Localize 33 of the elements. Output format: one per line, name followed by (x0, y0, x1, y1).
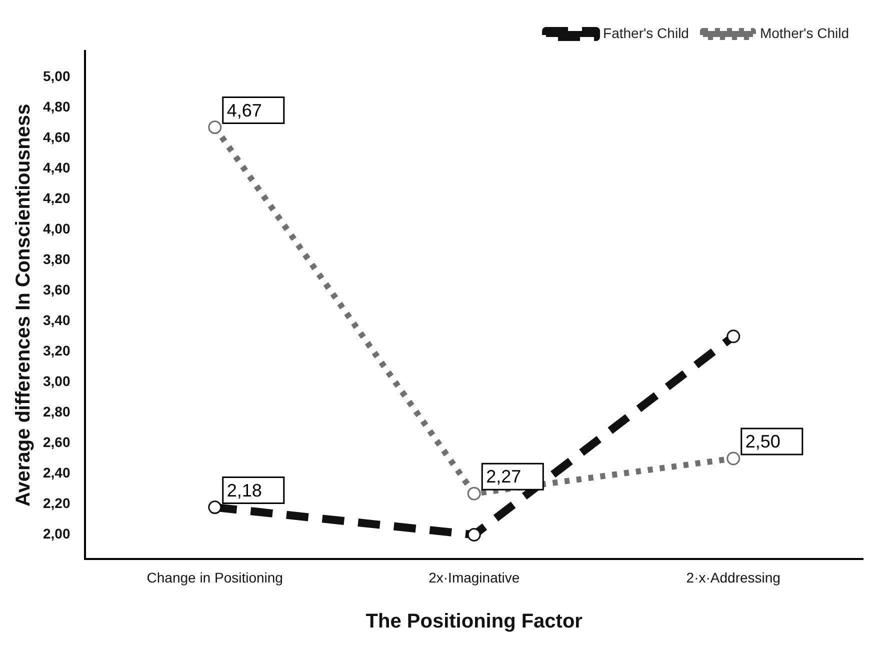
data-label: 4,67 (226, 100, 262, 120)
y-tick-label: 4,00 (43, 220, 70, 236)
y-tick-label: 3,60 (43, 281, 70, 298)
y-tick-label: 3,80 (43, 250, 70, 267)
y-tick-label: 3,20 (43, 342, 70, 359)
x-tick-label: 2·x·Addressing (686, 569, 780, 586)
y-axis-title: Average differences In Conscientiousness (12, 104, 35, 506)
y-tick-label: 3,40 (43, 312, 70, 328)
point (726, 452, 740, 466)
x-tick-label: 2x·Imaginative (428, 569, 520, 586)
point (208, 500, 222, 514)
y-tick-label: 2,00 (43, 526, 70, 542)
point (467, 528, 481, 542)
y-tick-label: 2,80 (43, 404, 70, 420)
x-axis-title: The Positioning Factor (366, 610, 583, 633)
data-label: 2,18 (226, 480, 262, 500)
data-label: 2,27 (486, 466, 522, 487)
y-tick-label: 5,00 (43, 68, 70, 84)
legend-label: Mother's Child (760, 24, 850, 41)
x-tick-label: Change in Positioning (146, 569, 283, 586)
point (467, 486, 481, 500)
y-tick-label: 2,20 (43, 495, 70, 512)
y-tick-label: 4,60 (43, 128, 70, 145)
point (726, 330, 740, 344)
y-tick-label: 2,40 (43, 464, 70, 481)
legend-label: Father's Child (603, 24, 689, 41)
y-tick-label: 4,20 (43, 190, 70, 206)
data-label: 2,50 (745, 431, 780, 452)
y-tick-label: 3,00 (43, 373, 70, 390)
y-tick-label: 4,40 (43, 159, 70, 176)
y-tick-label: 4,80 (43, 98, 70, 114)
point (208, 120, 222, 134)
y-tick-label: 2,60 (43, 434, 70, 450)
